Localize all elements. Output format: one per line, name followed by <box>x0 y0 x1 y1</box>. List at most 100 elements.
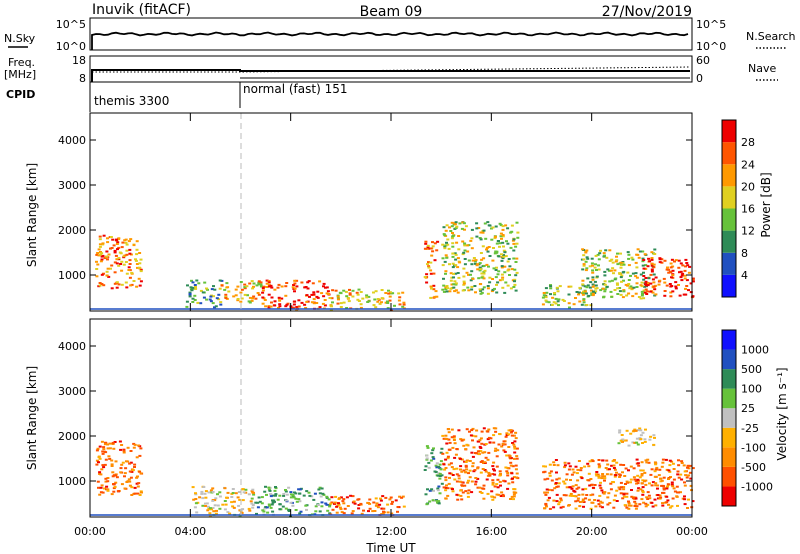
power-colorbar-label: Power [dB] <box>759 172 773 237</box>
data-cell <box>649 290 653 293</box>
data-cell <box>658 279 662 282</box>
data-cell <box>472 470 476 473</box>
data-cell <box>444 489 448 492</box>
data-cell <box>495 291 499 294</box>
data-cell <box>195 279 199 282</box>
data-cell <box>598 505 602 508</box>
data-cell <box>557 298 561 301</box>
data-cell <box>515 455 519 458</box>
data-cell <box>252 285 255 288</box>
data-cell <box>131 469 135 472</box>
data-cell <box>451 262 455 265</box>
data-cell <box>339 496 343 499</box>
data-cell <box>667 478 670 480</box>
data-cell <box>575 291 579 293</box>
data-cell <box>477 277 481 280</box>
data-cell <box>129 476 133 479</box>
data-cell <box>337 298 340 301</box>
data-cell <box>602 492 606 495</box>
data-cell <box>259 285 263 288</box>
data-cell <box>501 442 505 445</box>
data-cell <box>668 459 672 462</box>
data-cell <box>647 277 651 280</box>
data-cell <box>590 483 594 486</box>
data-cell <box>451 490 455 493</box>
x-tick-label: 16:00 <box>475 525 507 538</box>
data-cell <box>605 459 609 462</box>
data-cell <box>193 506 197 509</box>
data-cell <box>205 298 209 301</box>
data-cell <box>335 511 339 514</box>
data-cell <box>599 289 603 292</box>
data-cell <box>513 280 516 283</box>
data-cell <box>284 507 288 510</box>
data-cell <box>636 482 640 485</box>
data-cell <box>621 440 624 443</box>
data-cell <box>624 283 628 286</box>
data-cell <box>498 279 502 282</box>
data-cell <box>502 449 506 452</box>
data-cell <box>427 265 431 268</box>
power-colorbar-frame <box>721 119 737 298</box>
data-cell <box>337 502 340 505</box>
data-cell <box>677 476 681 479</box>
data-cell <box>269 495 273 498</box>
data-cell <box>670 285 674 287</box>
data-cell <box>565 486 569 489</box>
data-cell <box>650 484 654 487</box>
data-cell <box>367 300 371 303</box>
data-cell <box>427 266 431 269</box>
data-cell <box>376 298 380 300</box>
data-cell <box>261 291 265 294</box>
data-cell <box>117 283 121 286</box>
data-cell <box>425 458 429 461</box>
data-cell <box>464 490 468 493</box>
data-cell <box>646 491 650 494</box>
power-colorbar-tick: 12 <box>741 225 755 238</box>
data-cell <box>223 500 227 502</box>
data-cell <box>260 502 264 505</box>
data-cell <box>461 221 465 224</box>
data-cell <box>510 224 514 227</box>
data-cell <box>447 428 450 431</box>
data-cell <box>512 491 516 494</box>
power-ylabel: Slant Range [km] <box>25 163 39 267</box>
data-cell <box>594 290 598 293</box>
data-region-3 <box>329 494 406 516</box>
data-cell <box>623 439 627 442</box>
data-cell <box>637 487 641 490</box>
data-cell <box>450 436 454 439</box>
data-cell <box>380 507 384 510</box>
data-cell <box>212 285 215 288</box>
data-cell <box>319 495 323 498</box>
data-cell <box>473 469 477 472</box>
data-cell <box>198 496 202 499</box>
data-cell <box>107 455 111 458</box>
data-cell <box>109 267 112 270</box>
data-cell <box>207 491 211 494</box>
data-cell <box>293 491 296 494</box>
data-cell <box>672 468 676 470</box>
data-cell <box>110 264 114 267</box>
data-cell <box>99 491 103 494</box>
data-cell <box>488 474 492 477</box>
data-cell <box>629 465 633 468</box>
data-cell <box>494 235 497 238</box>
data-cell <box>482 277 486 280</box>
data-cell <box>373 510 377 512</box>
data-cell <box>496 449 500 452</box>
data-cell <box>463 228 466 231</box>
data-cell <box>660 261 664 264</box>
data-cell <box>482 427 486 430</box>
data-cell <box>582 254 586 257</box>
data-cell <box>454 227 458 229</box>
data-cell <box>590 292 594 295</box>
data-cell <box>589 281 593 284</box>
data-cell <box>424 465 428 468</box>
data-cell <box>208 507 212 510</box>
data-cell <box>430 254 434 257</box>
data-cell <box>462 275 466 278</box>
data-cell <box>639 273 643 276</box>
data-cell <box>649 273 653 276</box>
